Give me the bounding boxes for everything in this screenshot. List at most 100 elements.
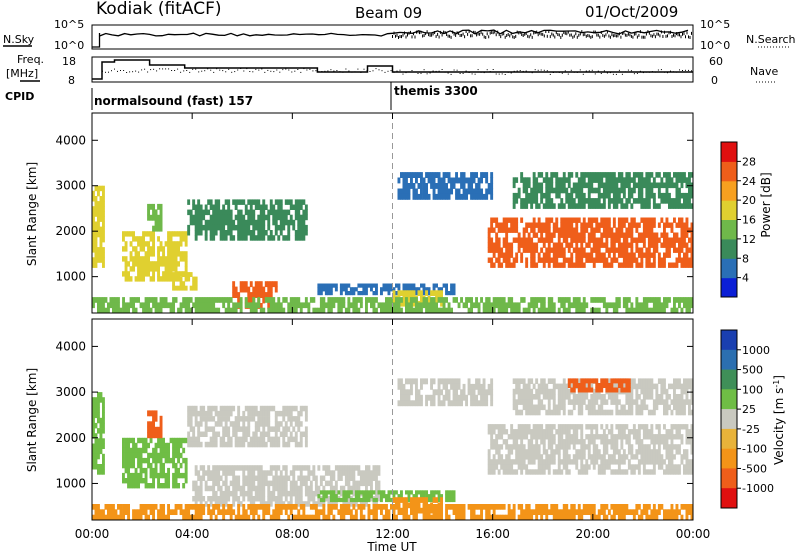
echo-cell-6 [372, 283, 376, 288]
echo-cell-1 [167, 452, 170, 459]
echo-cell-4 [314, 490, 318, 497]
colorbar-band [721, 161, 737, 182]
echo-cell-4 [214, 490, 218, 497]
echo-cell-5 [247, 292, 251, 298]
echo-cell-11 [289, 307, 293, 314]
echo-cell-9 [630, 222, 634, 228]
echo-cell-11 [527, 302, 531, 309]
echo-cell-3 [269, 209, 273, 216]
echo-cell-4 [362, 480, 366, 487]
echo-cell-5 [415, 494, 418, 499]
echo-cell-11 [302, 302, 306, 309]
echo-cell-3 [189, 219, 193, 226]
echo-cell-4 [327, 480, 331, 487]
echo-cell-10 [550, 187, 554, 194]
echo-cell-2 [147, 426, 150, 433]
echo-cell-4 [234, 465, 238, 471]
echo-cell-11 [480, 297, 483, 303]
echo-cell-9 [565, 217, 569, 223]
echo-cell-8 [675, 434, 679, 440]
echo-cell-9 [600, 217, 604, 223]
echo-cell-11 [370, 297, 373, 303]
echo-cell-9 [587, 217, 591, 223]
echo-cell-11 [337, 297, 341, 303]
echo-cell-9 [552, 242, 556, 248]
echo-cell-2 [147, 203, 150, 210]
nave-dot [111, 70, 112, 72]
echo-cell-11 [204, 307, 208, 314]
echo-cell-10 [545, 187, 549, 194]
echo-cell-7 [410, 378, 413, 385]
echo-cell-8 [537, 429, 541, 435]
echo-cell-9 [590, 257, 594, 263]
echo-cell-3 [279, 199, 283, 205]
echo-cell-8 [572, 439, 576, 445]
echo-cell-8 [415, 177, 418, 184]
y-tick-label: 4000 [55, 133, 86, 147]
echo-cell-8 [442, 183, 446, 189]
echo-cell-5 [420, 494, 423, 499]
echo-cell-4 [179, 285, 183, 291]
echo-cell-8 [510, 459, 514, 465]
echo-cell-3 [197, 441, 201, 448]
echo-cell-11 [397, 297, 401, 303]
echo-cell-8 [525, 469, 529, 475]
echo-cell-10 [612, 187, 616, 194]
echo-cell-11 [602, 297, 606, 303]
echo-cell-1 [169, 246, 173, 252]
echo-cell-10 [560, 198, 564, 204]
nave-dot [660, 69, 662, 71]
echo-cell-9 [522, 404, 526, 411]
echo-cell-1 [169, 276, 173, 282]
echo-cell-3 [214, 214, 218, 221]
echo-cell-3 [262, 441, 266, 448]
echo-cell-3 [274, 199, 278, 205]
echo-cell-4 [267, 480, 271, 487]
echo-cell-6 [334, 283, 338, 288]
echo-cell-3 [227, 416, 231, 422]
echo-cell-11 [527, 307, 531, 314]
echo-cell-8 [580, 429, 584, 435]
echo-cell-3 [239, 230, 243, 236]
echo-cell-4 [334, 465, 338, 471]
echo-cell-4 [197, 490, 201, 497]
echo-cell-3 [194, 405, 198, 412]
nave-dot [267, 69, 269, 71]
echo-cell-3 [242, 235, 246, 241]
echo-cell-11 [645, 297, 649, 303]
echo-cell-4 [317, 496, 321, 502]
nave-dot [435, 70, 437, 72]
echo-cell-1 [142, 447, 145, 454]
echo-cell-3 [252, 224, 256, 231]
echo-cell-8 [495, 444, 499, 450]
echo-cell-11 [169, 307, 173, 314]
echo-cell-7 [412, 300, 416, 307]
echo-cell-8 [457, 188, 461, 195]
echo-cell-3 [264, 441, 268, 448]
echo-cell-5 [337, 490, 341, 495]
echo-cell-3 [274, 431, 278, 437]
echo-cell-8 [622, 469, 626, 475]
echo-cell-3 [252, 230, 256, 236]
echo-cell-10 [522, 187, 526, 194]
echo-cell-2 [157, 214, 160, 221]
echo-cell-9 [635, 262, 639, 268]
echo-cell-1 [137, 261, 140, 267]
echo-cell-5 [327, 490, 331, 495]
echo-cell-4 [297, 496, 301, 502]
echo-cell-9 [560, 232, 564, 238]
echo-cell-3 [277, 426, 281, 432]
echo-cell-5 [344, 497, 348, 503]
echo-cell-11 [432, 307, 436, 314]
nave-dot [378, 69, 380, 71]
echo-cell-9 [597, 257, 601, 263]
echo-cell-6 [349, 291, 353, 296]
echo-cell-3 [207, 410, 211, 417]
echo-cell-7 [442, 394, 446, 401]
echo-cell-10 [522, 198, 526, 204]
echo-cell-9 [617, 232, 621, 238]
echo-cell-9 [572, 247, 576, 253]
echo-cell-8 [440, 188, 443, 195]
echo-cell-8 [678, 429, 681, 435]
echo-cell-8 [620, 459, 624, 465]
